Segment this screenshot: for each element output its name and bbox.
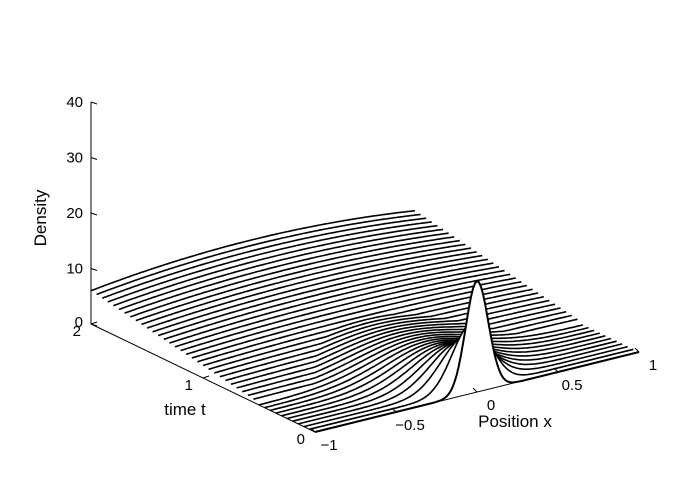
density-curve [124, 232, 449, 314]
density-curve [146, 247, 472, 329]
z-tick-label: 40 [66, 94, 83, 111]
x-tick-label: −1 [320, 437, 337, 454]
density-curve [236, 307, 561, 389]
density-curve [185, 273, 511, 356]
x-tick-mark [391, 407, 397, 413]
density-curve [191, 277, 516, 359]
density-curve [129, 236, 455, 318]
density-curve [180, 269, 505, 352]
x-tick-mark [634, 347, 640, 353]
x-tick-label: −0.5 [395, 417, 425, 434]
x-tick-label: 0 [487, 397, 495, 414]
density-curve [242, 310, 567, 393]
z-tick-label: 0 [75, 314, 83, 331]
z-axis-label: Density [31, 189, 50, 246]
t-tick-label: 2 [73, 323, 81, 340]
density-curve [247, 314, 572, 397]
x-tick-mark [310, 427, 316, 433]
x-axis-label: Position x [478, 412, 552, 431]
axes [90, 101, 640, 433]
density-curve [118, 228, 444, 311]
t-tick-mark [90, 321, 98, 325]
density-curve [275, 332, 600, 414]
z-tick-label: 30 [66, 150, 83, 167]
density-curve [219, 295, 544, 378]
density-curve [230, 303, 556, 385]
density-curve [225, 299, 550, 382]
z-tick-mark [90, 101, 98, 105]
t-tick-mark [202, 375, 210, 379]
x-tick-label: 1 [649, 357, 657, 374]
density-curve [258, 324, 584, 406]
density-curve [197, 281, 522, 363]
t-tick-mark [314, 429, 322, 433]
density-curve [174, 266, 500, 348]
density-curve [286, 337, 612, 420]
z-tick-mark [90, 157, 98, 160]
t-tick-label: 0 [297, 431, 305, 448]
density-curve [96, 213, 421, 296]
curve-fill [315, 281, 639, 432]
density-curve [169, 262, 494, 344]
density-curve [163, 258, 488, 341]
density-curve [135, 239, 460, 322]
x-tick-mark [472, 387, 478, 393]
z-tick-mark [90, 323, 98, 327]
t-tick-label: 1 [185, 377, 193, 394]
density-curve [264, 326, 589, 409]
z-tick-label: 20 [66, 205, 83, 222]
density-curve [270, 329, 595, 412]
z-tick-mark [90, 212, 98, 216]
z-tick-mark [90, 268, 98, 271]
z-tick-label: 10 [66, 261, 83, 278]
density-curve [157, 254, 483, 337]
curve-fill [281, 335, 606, 416]
density-curve [113, 224, 438, 307]
density-curve [90, 209, 416, 292]
density-curve [281, 335, 606, 417]
density-curve [101, 217, 427, 299]
density-curves [90, 209, 640, 433]
density-curve [253, 318, 578, 400]
density-curve [107, 221, 432, 303]
tick-labels: 0 10 20 30 40 0 1 2 −1 −0.5 0 0.5 1 [66, 94, 657, 454]
density-curve [152, 251, 477, 333]
density-curve [141, 243, 466, 326]
x-tick-label: 0.5 [562, 377, 583, 394]
t-axis-label: time t [164, 400, 206, 419]
x-tick-mark [553, 367, 559, 373]
